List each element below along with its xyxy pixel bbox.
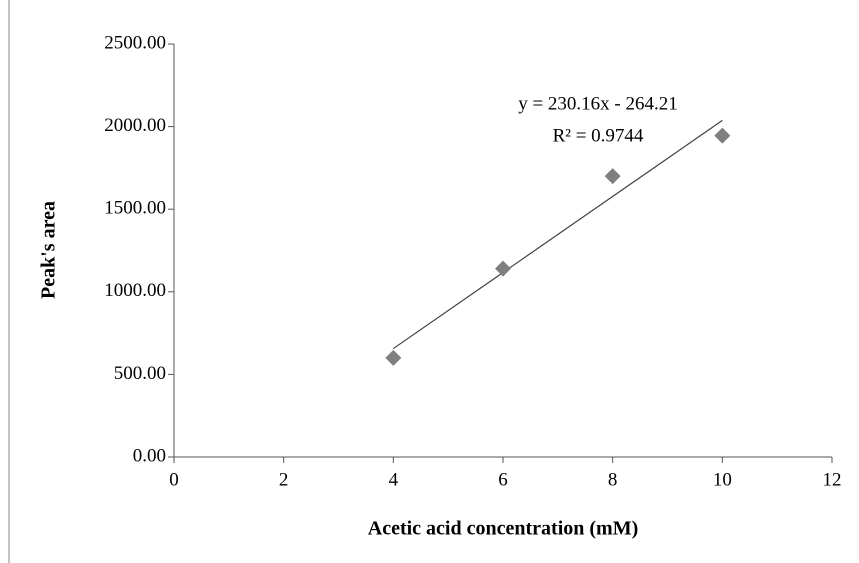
trendline — [392, 119, 723, 350]
y-tick-label: 2500.00 — [104, 32, 166, 53]
y-tick-label: 2000.00 — [104, 115, 166, 136]
x-tick-label: 6 — [498, 469, 508, 490]
x-tick-label: 8 — [608, 469, 618, 490]
data-point — [385, 349, 402, 366]
x-tick-label: 10 — [713, 469, 732, 490]
x-tick-label: 2 — [279, 469, 289, 490]
y-tick-label: 1000.00 — [104, 280, 166, 301]
y-axis-label: Peak's area — [38, 201, 60, 299]
x-tick-label: 12 — [823, 469, 842, 490]
r-squared: R² = 0.9744 — [553, 125, 644, 146]
y-tick-label: 500.00 — [114, 363, 166, 384]
x-tick-label: 0 — [169, 469, 179, 490]
trendline-equation: y = 230.16x - 264.21 — [518, 93, 678, 114]
data-point — [495, 260, 511, 277]
data-point — [604, 168, 621, 185]
x-axis-label: Acetic acid concentration (mM) — [368, 518, 638, 540]
data-point — [714, 127, 731, 144]
x-tick-label: 4 — [389, 469, 399, 490]
y-tick-label: 0.00 — [133, 445, 166, 466]
y-tick-label: 1500.00 — [104, 198, 166, 219]
